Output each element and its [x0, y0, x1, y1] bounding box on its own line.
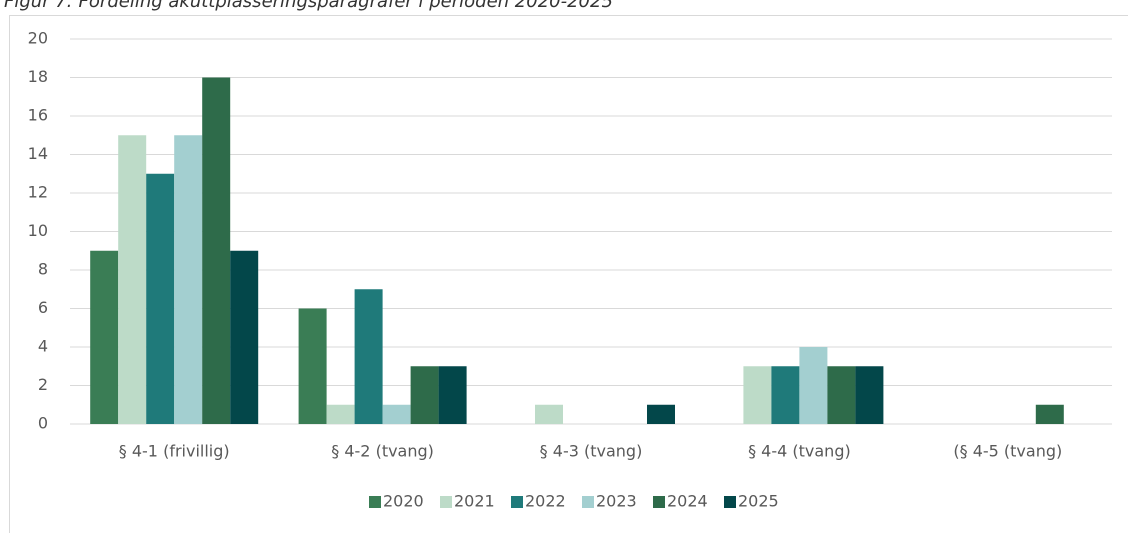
bar [230, 250, 259, 424]
legend-label: 2024 [667, 492, 708, 511]
y-tick-label: 10 [28, 221, 48, 240]
chart-title: Figur 7: Fordeling akuttplasseringsparag… [4, 0, 613, 12]
legend-label: 2021 [454, 492, 495, 511]
y-tick-label: 4 [38, 337, 48, 356]
bar [118, 135, 147, 424]
x-tick-label: § 4-3 (tvang) [540, 442, 643, 461]
bar [855, 366, 884, 424]
bar [647, 404, 675, 424]
bar [326, 404, 355, 424]
bar [438, 366, 467, 424]
bar [146, 173, 175, 424]
bar [90, 250, 119, 424]
bar [354, 289, 383, 424]
bar [827, 366, 856, 424]
legend-swatch [653, 496, 665, 508]
legend-label: 2025 [738, 492, 779, 511]
bar [799, 347, 828, 424]
x-tick-label: § 4-4 (tvang) [748, 442, 851, 461]
legend-swatch [582, 496, 594, 508]
y-tick-label: 8 [38, 260, 48, 279]
y-tick-label: 2 [38, 375, 48, 394]
y-tick-label: 14 [28, 144, 48, 163]
legend-label: 2022 [525, 492, 566, 511]
legend-swatch [440, 496, 452, 508]
chart-frame [9, 15, 1128, 533]
legend-swatch [724, 496, 736, 508]
x-tick-label: § 4-1 (frivillig) [119, 442, 230, 461]
bar [298, 308, 327, 424]
x-tick-label: (§ 4-5 (tvang) [953, 442, 1062, 461]
y-tick-label: 16 [28, 106, 48, 125]
bar [382, 404, 411, 424]
y-tick-label: 18 [28, 67, 48, 86]
y-tick-label: 0 [38, 414, 48, 433]
bar [410, 366, 439, 424]
bar [1035, 404, 1064, 424]
legend-swatch [369, 496, 381, 508]
x-tick-label: § 4-2 (tvang) [331, 442, 434, 461]
bar [535, 404, 563, 424]
bar [771, 366, 800, 424]
legend-label: 2023 [596, 492, 637, 511]
legend-swatch [511, 496, 523, 508]
bar [174, 135, 203, 424]
y-tick-label: 6 [38, 298, 48, 317]
y-tick-label: 20 [28, 29, 48, 48]
bar [202, 77, 231, 424]
legend-label: 2020 [383, 492, 424, 511]
bar [743, 366, 772, 424]
y-tick-label: 12 [28, 183, 48, 202]
